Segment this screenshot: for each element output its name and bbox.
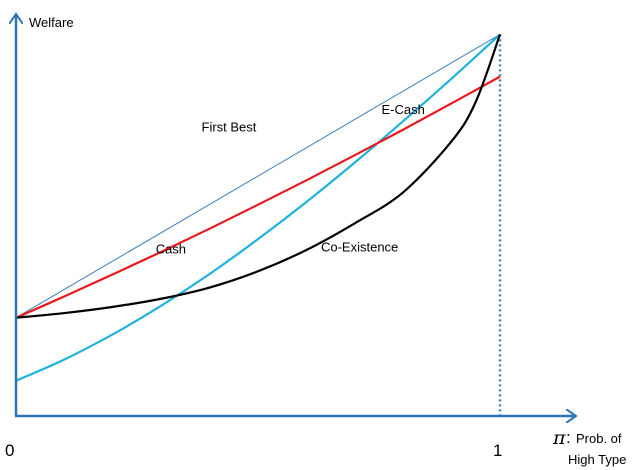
pi-symbol: π xyxy=(552,427,566,449)
curve-label-cash: Cash xyxy=(156,241,186,256)
series-line-cash xyxy=(15,75,501,319)
x-tick-label-1: 1 xyxy=(493,441,502,460)
x-axis-label-line2: High Type xyxy=(568,452,626,467)
curve-label-e-cash: E-Cash xyxy=(382,102,425,117)
curve-label-co-existence: Co-Existence xyxy=(321,240,398,255)
x-tick-label-0: 0 xyxy=(5,441,14,460)
series-line-co-existence xyxy=(15,34,502,319)
x-axis-label-colon: : xyxy=(566,428,571,447)
series-line-e-cash xyxy=(15,33,501,382)
curve-label-first-best: First Best xyxy=(202,120,257,135)
x-axis-label-line1: Prob. of xyxy=(576,431,622,446)
y-axis-label: Welfare xyxy=(29,15,74,30)
series-line-first-best xyxy=(15,33,501,319)
